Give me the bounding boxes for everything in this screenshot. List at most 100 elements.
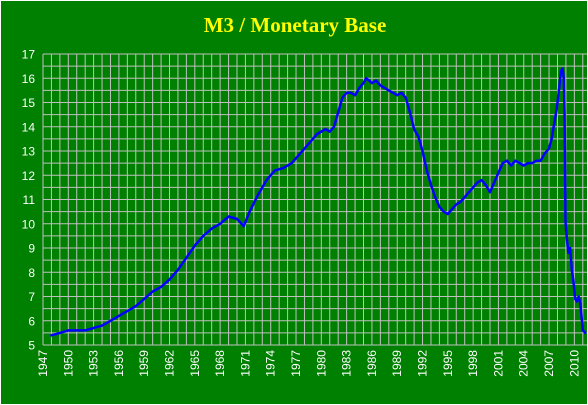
data-point: [160, 285, 163, 288]
data-point: [438, 205, 441, 208]
data-point: [539, 159, 542, 162]
x-tick-label: 2010: [567, 350, 581, 377]
data-point: [429, 183, 433, 187]
data-point: [535, 159, 538, 162]
data-point: [210, 227, 213, 230]
data-point: [400, 91, 403, 94]
data-point: [151, 290, 154, 293]
data-point: [553, 123, 556, 126]
data-point: [387, 89, 390, 92]
data-point: [451, 208, 454, 211]
x-tick-label: 1971: [238, 350, 252, 377]
data-point: [67, 329, 70, 332]
data-point: [219, 222, 222, 225]
data-point: [349, 91, 352, 94]
data-point: [316, 132, 319, 136]
data-point: [354, 94, 357, 97]
data-point: [501, 162, 504, 165]
data-point: [497, 171, 500, 174]
x-tick-label: 1968: [213, 350, 227, 377]
data-point: [570, 268, 573, 271]
data-point: [235, 217, 239, 220]
y-tick-label: 13: [22, 145, 36, 159]
data-point: [117, 314, 120, 317]
x-tick-label: 2004: [517, 350, 531, 377]
data-point: [185, 256, 188, 259]
data-point: [193, 244, 196, 247]
data-point: [50, 334, 53, 337]
data-point: [368, 79, 371, 82]
data-point: [176, 268, 179, 271]
data-point: [337, 111, 340, 114]
data-point: [202, 234, 205, 237]
data-point: [404, 96, 407, 99]
data-point: [227, 215, 230, 218]
data-point: [100, 324, 104, 327]
data-point: [413, 128, 416, 131]
data-point: [362, 82, 365, 85]
data-point: [455, 203, 458, 206]
y-tick-label: 7: [28, 290, 35, 304]
data-point: [555, 108, 558, 111]
x-tick-label: 1953: [87, 350, 101, 377]
data-point: [572, 280, 575, 283]
data-point: [248, 210, 251, 213]
x-tick-label: 1965: [188, 350, 202, 377]
y-tick-label: 17: [22, 48, 36, 62]
data-point: [307, 142, 310, 145]
y-tick-label: 6: [28, 314, 35, 328]
x-tick-label: 1947: [36, 350, 50, 377]
y-tick-label: 10: [22, 217, 36, 231]
y-tick-label: 12: [22, 169, 36, 183]
data-point: [514, 159, 517, 162]
data-point: [488, 191, 492, 194]
x-tick-label: 1950: [61, 350, 75, 377]
data-point: [547, 147, 551, 150]
data-point: [558, 86, 561, 89]
data-point: [518, 162, 521, 165]
data-point: [332, 125, 336, 128]
x-tick-label: 1995: [441, 350, 455, 377]
data-point: [290, 162, 293, 165]
data-point: [358, 86, 361, 89]
data-point: [463, 196, 466, 199]
y-tick-label: 5: [28, 339, 35, 353]
x-tick-label: 2001: [491, 350, 505, 377]
data-point: [391, 91, 395, 94]
data-point: [242, 225, 245, 228]
data-point: [484, 183, 487, 187]
x-tick-label: 1974: [264, 350, 278, 377]
x-tick-label: 1986: [365, 350, 379, 377]
data-point: [425, 169, 428, 172]
data-point: [476, 181, 479, 184]
data-point: [550, 137, 553, 140]
data-point: [345, 91, 348, 94]
x-tick-label: 1959: [137, 350, 151, 377]
data-point: [408, 111, 411, 114]
data-point: [459, 200, 462, 203]
data-point: [257, 193, 260, 196]
data-point: [265, 179, 268, 182]
data-point: [109, 319, 112, 322]
data-point: [442, 210, 445, 213]
data-point: [561, 67, 564, 70]
data-point: [417, 135, 420, 138]
data-point: [510, 164, 513, 167]
data-point: [273, 169, 276, 172]
data-point: [584, 331, 587, 334]
x-tick-label: 1977: [289, 350, 303, 377]
data-point: [84, 329, 87, 332]
data-point: [446, 212, 449, 216]
data-point: [126, 310, 129, 313]
data-point: [563, 113, 566, 116]
x-tick-label: 1983: [340, 350, 354, 377]
data-point: [364, 77, 368, 80]
data-point: [562, 77, 565, 80]
data-point: [299, 152, 302, 155]
y-tick-label: 14: [22, 120, 36, 134]
data-point: [75, 329, 78, 332]
series-line: [50, 67, 587, 337]
chart-title: M3 / Monetary Base: [203, 13, 387, 37]
